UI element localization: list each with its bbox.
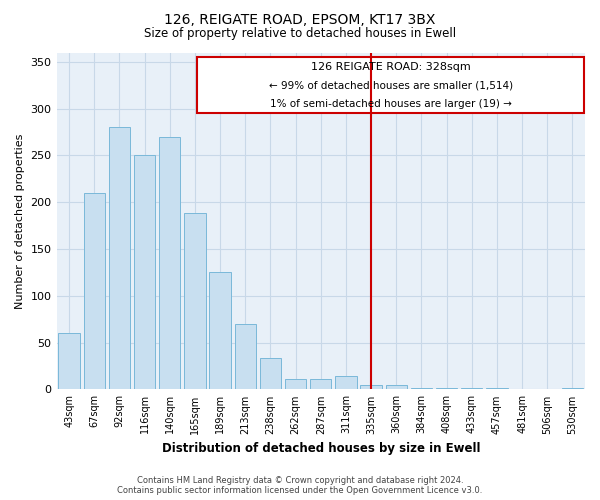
Bar	[134, 154, 155, 390]
Bar	[436, 388, 457, 390]
Text: ← 99% of detached houses are smaller (1,514): ← 99% of detached houses are smaller (1,…	[269, 80, 512, 90]
Bar	[285, 379, 307, 390]
Bar	[209, 272, 231, 390]
Bar	[562, 388, 583, 390]
Bar	[486, 388, 508, 390]
Bar	[260, 358, 281, 390]
Y-axis label: Number of detached properties: Number of detached properties	[15, 134, 25, 308]
Bar	[109, 128, 130, 390]
Bar	[361, 385, 382, 390]
Bar	[58, 334, 80, 390]
Text: 126, REIGATE ROAD, EPSOM, KT17 3BX: 126, REIGATE ROAD, EPSOM, KT17 3BX	[164, 12, 436, 26]
Text: 126 REIGATE ROAD: 328sqm: 126 REIGATE ROAD: 328sqm	[311, 62, 470, 72]
Bar	[461, 388, 482, 390]
Bar	[310, 379, 331, 390]
Bar	[235, 324, 256, 390]
Bar	[386, 385, 407, 390]
Bar	[159, 136, 181, 390]
Text: 1% of semi-detached houses are larger (19) →: 1% of semi-detached houses are larger (1…	[269, 99, 512, 109]
Bar	[184, 214, 206, 390]
X-axis label: Distribution of detached houses by size in Ewell: Distribution of detached houses by size …	[161, 442, 480, 455]
Bar	[335, 376, 356, 390]
FancyBboxPatch shape	[197, 57, 584, 114]
Text: Contains HM Land Registry data © Crown copyright and database right 2024.
Contai: Contains HM Land Registry data © Crown c…	[118, 476, 482, 495]
Bar	[411, 388, 432, 390]
Bar	[83, 193, 105, 390]
Text: Size of property relative to detached houses in Ewell: Size of property relative to detached ho…	[144, 28, 456, 40]
